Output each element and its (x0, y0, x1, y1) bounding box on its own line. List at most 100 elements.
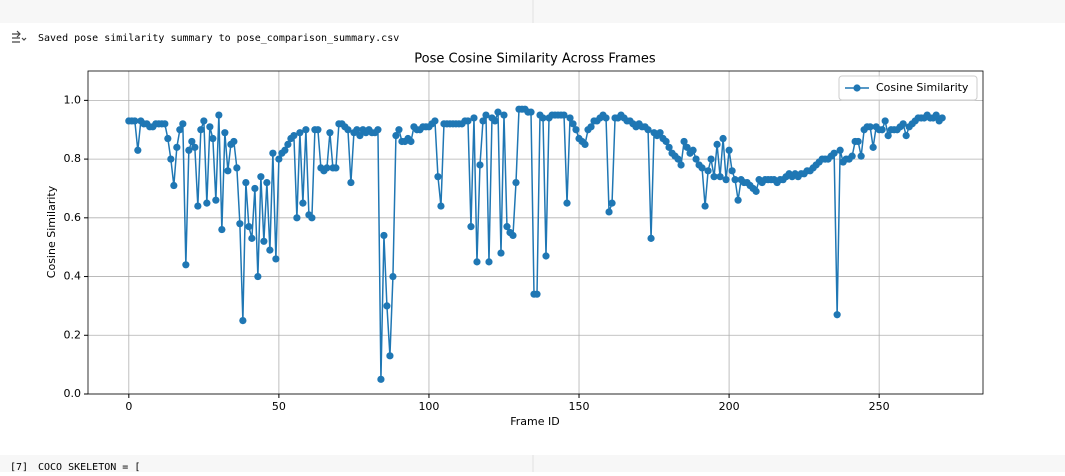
point (938, 114, 946, 122)
point (692, 155, 700, 163)
point (389, 272, 397, 281)
point (608, 199, 616, 207)
point (752, 187, 760, 195)
point (707, 155, 715, 163)
point (281, 146, 289, 154)
output-text: Saved pose similarity summary to pose_co… (38, 33, 399, 44)
point (272, 255, 280, 263)
point (197, 126, 205, 134)
point (212, 196, 220, 204)
point (182, 261, 190, 269)
point (467, 223, 475, 231)
point (509, 231, 517, 240)
point (836, 146, 844, 154)
point (260, 237, 268, 245)
point (902, 132, 910, 140)
point (722, 176, 730, 184)
point (542, 252, 550, 260)
x-tick-label: 100 (418, 400, 439, 413)
plot-frame (87, 70, 984, 395)
point (164, 134, 172, 143)
point (665, 143, 673, 151)
point (644, 126, 652, 134)
point (683, 143, 691, 151)
y-tick-label: 0.6 (64, 211, 82, 224)
point (299, 199, 307, 207)
point (395, 126, 403, 134)
y-tick-label: 1.0 (64, 93, 82, 106)
point (533, 290, 541, 298)
point (491, 117, 499, 125)
point (167, 155, 175, 163)
point (719, 134, 727, 143)
point (716, 173, 724, 181)
point (656, 129, 664, 137)
point (497, 249, 505, 257)
point (431, 117, 439, 125)
point (701, 202, 709, 210)
point (392, 132, 400, 140)
point (374, 126, 382, 134)
point (233, 164, 241, 172)
point (173, 143, 181, 151)
point (605, 208, 613, 216)
point (569, 120, 577, 128)
x-tick-label: 250 (869, 400, 890, 413)
y-axis-label: Cosine Similarity (45, 185, 58, 278)
point (698, 164, 706, 172)
cell-code: COCO_SKELETON = [ (38, 462, 140, 472)
point (314, 126, 322, 134)
legend-marker (853, 84, 861, 92)
point (725, 146, 733, 154)
point (344, 126, 352, 134)
point (677, 161, 685, 169)
point (830, 149, 838, 157)
point (251, 184, 259, 193)
point (224, 167, 232, 175)
point (434, 173, 442, 181)
point (494, 108, 502, 116)
point (263, 178, 271, 187)
point (203, 199, 211, 207)
point (275, 155, 283, 163)
point (464, 117, 472, 125)
chart-title: Pose Cosine Similarity Across Frames (414, 52, 656, 67)
cell-prompt: [7] (10, 462, 28, 472)
point (479, 117, 487, 125)
point (191, 143, 199, 151)
x-tick-label: 200 (719, 400, 740, 413)
point (482, 111, 490, 119)
point (383, 302, 391, 310)
point (563, 199, 571, 207)
point (347, 178, 355, 187)
point (284, 140, 292, 149)
point (485, 258, 493, 266)
point (713, 140, 721, 149)
point (377, 375, 385, 383)
series-line (128, 108, 943, 380)
point (587, 123, 595, 131)
point (470, 114, 478, 122)
point (572, 126, 580, 134)
point (602, 114, 610, 122)
output-icon[interactable] (12, 30, 27, 43)
point (353, 126, 361, 134)
point (503, 223, 511, 231)
point (215, 111, 223, 119)
point (674, 155, 682, 163)
y-tick-label: 0.2 (64, 328, 82, 341)
x-tick-label: 50 (272, 400, 286, 413)
point (239, 316, 247, 325)
point (209, 134, 217, 143)
legend-label: Cosine Similarity (876, 81, 969, 94)
point (254, 272, 262, 281)
point (308, 214, 316, 222)
point (323, 164, 331, 172)
point (302, 126, 310, 134)
point (269, 149, 277, 157)
point (296, 129, 304, 137)
point (293, 214, 301, 222)
point (356, 132, 364, 140)
